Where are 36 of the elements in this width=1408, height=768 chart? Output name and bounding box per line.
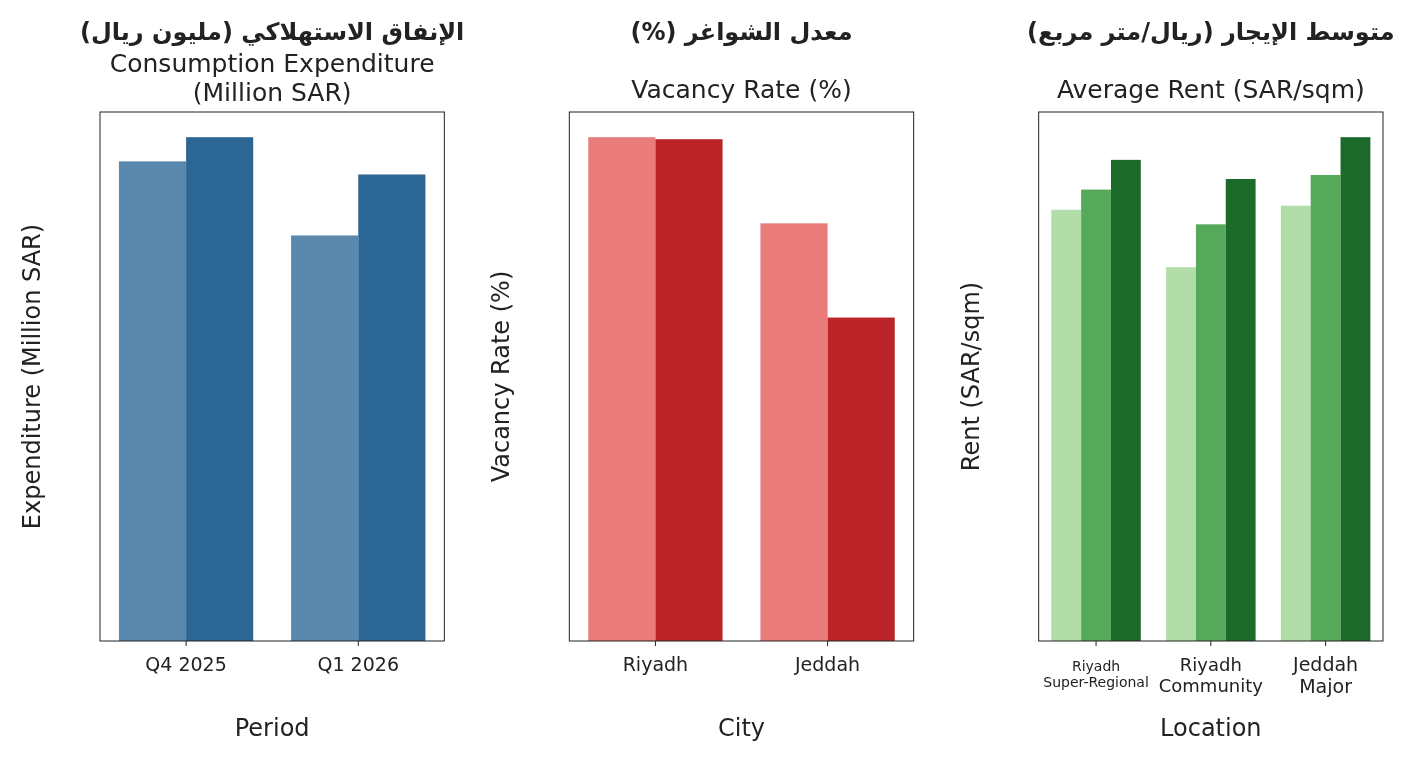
chart-title: معدل الشواغر (%)	[630, 18, 853, 46]
bar	[1051, 209, 1082, 641]
x-axis-title: Period	[234, 714, 310, 742]
x-axis-title: City	[717, 714, 766, 742]
chart-title: الإنفاق الاستهلاكي (مليون ريال)	[80, 18, 465, 46]
bar	[655, 139, 723, 641]
y-axis-title: Rent (SAR/sqm)	[956, 281, 985, 472]
bar	[291, 235, 359, 641]
bar	[588, 137, 656, 641]
chart-title: متوسط الإيجار (ريال/متر مربع)	[1027, 18, 1395, 46]
chart-subtitle: Consumption Expenditure (Million SAR)	[109, 49, 435, 107]
chart-subtitle: Average Rent (SAR/sqm)	[1056, 75, 1365, 104]
y-axis-title: Vacancy Rate (%)	[487, 270, 516, 483]
bar	[118, 161, 187, 641]
bar	[1081, 189, 1111, 641]
bar	[1340, 137, 1371, 641]
bar	[1280, 205, 1311, 641]
bar	[760, 223, 828, 641]
x-axis-title: Location	[1160, 714, 1262, 742]
bar	[1166, 267, 1196, 641]
bar	[1195, 224, 1226, 641]
x-tick-label: Riyadh Super-Regional	[1043, 658, 1149, 691]
y-axis-title: Expenditure (Million SAR)	[18, 223, 46, 530]
x-tick-label: Q4 2025	[145, 653, 227, 675]
bar	[358, 174, 426, 641]
x-tick-label: Jeddah Major	[1292, 653, 1359, 697]
bar	[827, 317, 895, 641]
x-tick-label: Riyadh	[622, 653, 689, 675]
x-tick-label: Q1 2026	[317, 653, 399, 675]
x-tick-label: Jeddah	[794, 653, 861, 675]
bar	[1310, 174, 1341, 641]
chart-subtitle: Vacancy Rate (%)	[631, 75, 852, 104]
bar	[1225, 179, 1256, 641]
x-tick-label: Riyadh Community	[1158, 654, 1264, 696]
bar	[1110, 159, 1141, 641]
bar	[186, 137, 254, 641]
